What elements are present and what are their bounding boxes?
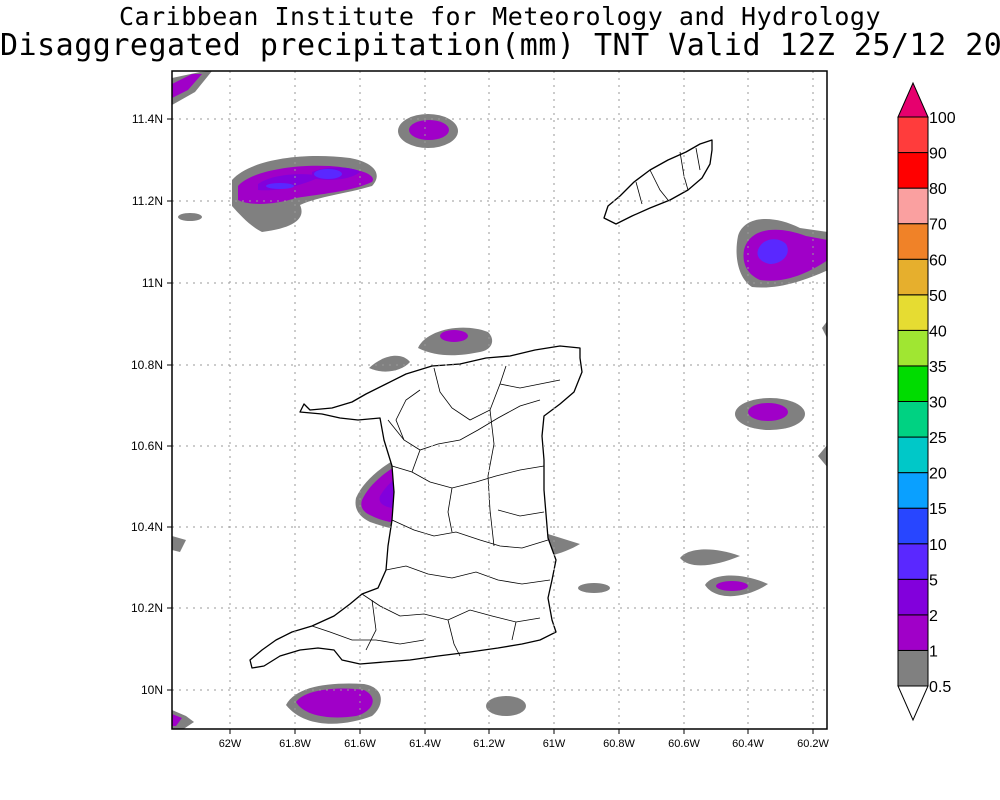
legend-label: 5 (929, 572, 938, 589)
legend-swatch (897, 116, 929, 154)
lon-tick-label: 60.6W (668, 738, 700, 750)
lon-tick-label: 61W (543, 738, 566, 750)
lat-tick-label: 11.2N (132, 194, 163, 208)
legend-swatch (897, 507, 929, 545)
lon-tick-label: 62W (219, 738, 242, 750)
trinidad-outline (249, 345, 583, 669)
lat-tick-label: 10N (141, 683, 163, 697)
legend-swatch (897, 401, 929, 438)
legend-label: 70 (929, 217, 947, 234)
legend-swatch (897, 649, 929, 687)
lat-tick-label: 11.4N (132, 112, 163, 126)
lon-tick-label: 60.2W (797, 738, 829, 750)
legend-label: 1 (929, 643, 938, 660)
legend-label: 2 (929, 608, 938, 625)
gridlines (172, 71, 827, 729)
legend-swatch (897, 365, 929, 402)
legend-label: 60 (929, 252, 947, 269)
coastline (249, 139, 713, 669)
legend-upper-arrow (897, 81, 929, 118)
tobago-outline (603, 139, 713, 225)
legend-label: 15 (929, 501, 947, 518)
lat-tick-label: 10.8N (131, 358, 163, 372)
legend-swatch (897, 294, 929, 331)
legend-swatch (897, 472, 929, 509)
legend-label: 35 (929, 359, 947, 376)
title-line-1: Caribbean Institute for Meteorology and … (118, 2, 881, 31)
lon-tick-label: 61.2W (473, 738, 505, 750)
legend-swatch (897, 614, 929, 651)
legend-label: 25 (929, 430, 947, 447)
axis-labels: 11.4N 11.2N 11N 10.8N 10.6N 10.4N 10.2N 10N 62W 6… (131, 112, 830, 750)
lon-tick-label: 61.8W (279, 738, 311, 750)
legend-lower-arrow (897, 685, 929, 722)
lat-tick-label: 10.6N (131, 439, 163, 453)
legend-label: 30 (929, 395, 947, 412)
legend-swatch (897, 187, 929, 225)
lon-tick-label: 60.8W (603, 738, 635, 750)
map-frame (171, 70, 828, 730)
lat-tick-label: 10.4N (131, 520, 163, 534)
lon-tick-label: 60.4W (732, 738, 764, 750)
lon-tick-label: 61.4W (409, 738, 441, 750)
legend-swatch (897, 258, 929, 296)
legend-label: 40 (929, 323, 947, 340)
lat-tick-label: 10.2N (131, 601, 163, 615)
legend-label: 90 (929, 146, 947, 163)
legend-swatch (897, 436, 929, 474)
title-line-2: Disaggregated precipitation(mm) TNT Vali… (0, 28, 1000, 63)
legend-label: 50 (929, 288, 947, 305)
lon-tick-label: 61.6W (344, 738, 376, 750)
legend-label: 10 (929, 537, 947, 554)
legend-label: 80 (929, 181, 947, 198)
legend-label: 0.5 (929, 679, 951, 696)
legend-swatch (897, 223, 929, 260)
legend-swatch (897, 543, 929, 580)
legend-swatch (897, 152, 929, 189)
legend-label: 100 (929, 110, 956, 127)
legend-label: 20 (929, 466, 947, 483)
lat-tick-label: 11N (142, 276, 163, 290)
legend-swatch (897, 578, 929, 616)
region-boundaries (311, 147, 701, 657)
legend-swatch (897, 329, 929, 367)
